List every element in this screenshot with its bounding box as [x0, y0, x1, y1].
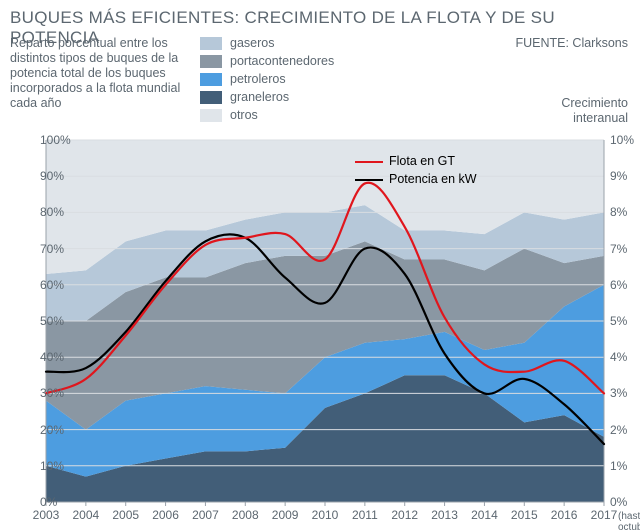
y-right-tick: 4% [610, 350, 627, 364]
x-tick-label: 2003 [33, 508, 60, 522]
y-right-tick: 6% [610, 278, 627, 292]
y-right-tick: 7% [610, 242, 627, 256]
y-right-tick: 8% [610, 205, 627, 219]
x-tick-label: 2009 [272, 508, 299, 522]
y-right-tick: 0% [610, 495, 627, 509]
x-tick-label: 2008 [232, 508, 259, 522]
legend-potencia: Potencia en kW [355, 172, 477, 186]
plot-svg [0, 0, 640, 530]
legend-flota: Flota en GT [355, 154, 455, 168]
x-tick-label: 2006 [152, 508, 179, 522]
x-tick-label: 2004 [72, 508, 99, 522]
y-right-tick: 9% [610, 169, 627, 183]
legend-label: Flota en GT [389, 154, 455, 168]
x-tick-label: 2015 [511, 508, 538, 522]
x-tick-label: 2010 [312, 508, 339, 522]
x-tick-label: 2017 [591, 508, 618, 522]
x-tick-label: 2011 [352, 508, 378, 522]
y-right-tick: 10% [610, 133, 634, 147]
y-right-tick: 2% [610, 423, 627, 437]
y-right-tick: 3% [610, 386, 627, 400]
x-tick-label: 2012 [391, 508, 418, 522]
y-right-tick: 5% [610, 314, 627, 328]
chart-root: BUQUES MÁS EFICIENTES: CRECIMIENTO DE LA… [0, 0, 640, 530]
x-footnote: (hasta octubre) [618, 511, 640, 530]
y-right-tick: 1% [610, 459, 627, 473]
x-tick-label: 2014 [471, 508, 498, 522]
x-tick-label: 2013 [431, 508, 458, 522]
line-swatch-potencia [355, 179, 383, 181]
x-tick-label: 2016 [551, 508, 578, 522]
x-tick-label: 2005 [112, 508, 139, 522]
x-tick-label: 2007 [192, 508, 219, 522]
line-swatch-flota [355, 161, 383, 163]
legend-label: Potencia en kW [389, 172, 477, 186]
